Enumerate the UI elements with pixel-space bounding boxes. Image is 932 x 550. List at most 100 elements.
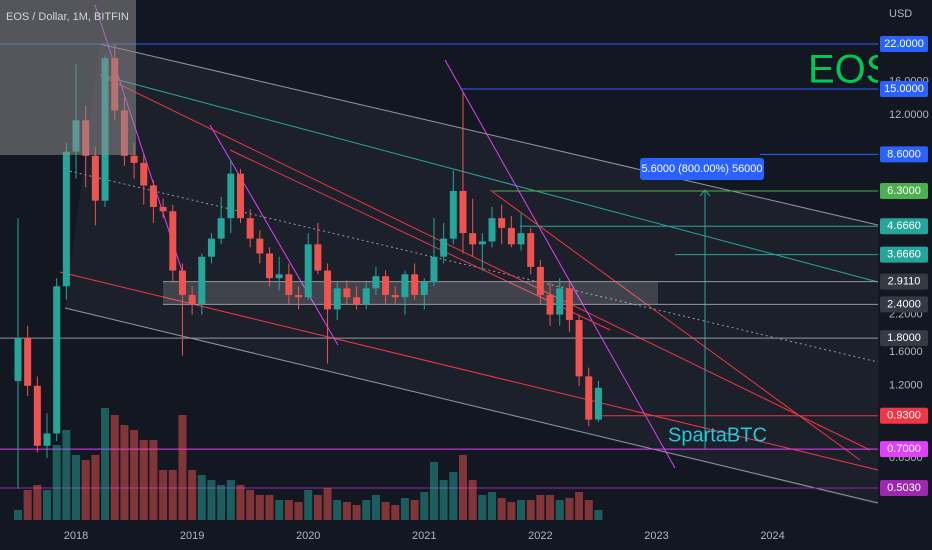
volume-bar — [139, 440, 148, 520]
candle-body — [178, 270, 186, 295]
x-tick-label: 2018 — [64, 530, 88, 542]
candle-body — [275, 274, 283, 279]
candle-body — [314, 244, 322, 271]
trend-line — [99, 74, 879, 283]
volume-bar — [110, 415, 119, 520]
volume-bar — [526, 500, 535, 520]
volume-bar — [507, 502, 516, 520]
volume-bar — [62, 430, 71, 520]
candle-body — [430, 256, 438, 283]
trend-line — [209, 124, 339, 346]
candle-body — [217, 218, 225, 239]
candle-body — [266, 253, 274, 279]
level-label: 1.8000 — [887, 332, 921, 344]
x-tick-label: 2023 — [644, 530, 668, 542]
volume-bar — [72, 455, 81, 520]
candle-body — [324, 270, 332, 310]
measure-arrowhead — [699, 189, 711, 197]
y-tick-label: 1.6000 — [889, 346, 923, 358]
volume-bar — [120, 425, 129, 520]
candle-body — [411, 274, 419, 295]
candle-body — [295, 294, 303, 298]
trend-line — [489, 189, 861, 461]
volume-bar — [159, 470, 168, 520]
candle-body — [498, 218, 506, 228]
volume-bar — [236, 485, 245, 520]
level-label: 2.9110 — [888, 276, 921, 288]
candle-body — [256, 238, 264, 254]
volume-bar — [536, 495, 545, 520]
volume-bar — [458, 455, 467, 520]
level-tag — [880, 36, 928, 53]
currency-label: USD — [889, 8, 912, 20]
level-label: 4.6660 — [887, 220, 921, 232]
level-label: 3.6660 — [887, 248, 921, 260]
volume-bar — [488, 492, 497, 520]
volume-bar — [52, 445, 61, 520]
channel-line — [64, 307, 879, 504]
candle-body — [159, 206, 167, 212]
level-label: 6.3000 — [887, 185, 921, 197]
level-tag — [880, 296, 928, 313]
level-tag — [880, 246, 928, 263]
candle-body — [391, 294, 399, 298]
volume-bar — [410, 500, 419, 520]
candle-body — [91, 155, 99, 201]
volume-bar — [13, 510, 22, 520]
candle-body — [478, 241, 486, 245]
volume-bar — [584, 500, 593, 520]
candle-body — [382, 276, 390, 295]
candle-body — [585, 376, 593, 420]
volume-bar — [449, 472, 458, 520]
candle-body — [169, 211, 177, 271]
candle-body — [575, 320, 583, 377]
volume-bar — [429, 462, 438, 520]
candle-body — [401, 274, 409, 298]
volume-bar — [333, 500, 342, 520]
level-label: 22.0000 — [884, 38, 924, 50]
y-tick-label: 12.0000 — [889, 109, 929, 121]
candle-body — [459, 190, 467, 234]
candle-body — [362, 288, 370, 305]
volume-bar — [352, 505, 361, 520]
trend-line — [99, 74, 871, 451]
level-tag — [880, 182, 928, 199]
volume-bar — [275, 500, 284, 520]
candle-body — [594, 387, 602, 420]
drawings — [59, 4, 879, 505]
candle-body — [207, 238, 215, 257]
candle-body — [343, 288, 351, 298]
level-tag — [880, 81, 928, 98]
volume-bar — [178, 415, 187, 520]
x-tick-label: 2021 — [412, 530, 436, 542]
volume-bar — [33, 485, 42, 520]
candle-body — [33, 385, 41, 446]
candle-body — [333, 288, 341, 310]
volume-bar — [294, 502, 303, 520]
chart-title: EOS / Dollar, 1M, BITFIN — [6, 11, 129, 23]
channel-line — [99, 43, 879, 226]
volume-bar — [439, 480, 448, 520]
volume-bar — [381, 502, 390, 520]
candle-body — [304, 244, 312, 298]
volume-bar — [217, 485, 226, 520]
volume-bar — [168, 470, 177, 520]
level-tag — [880, 218, 928, 235]
range-box — [163, 281, 658, 305]
volume-bar — [43, 490, 52, 520]
volume-bar — [265, 495, 274, 520]
candle-body — [53, 286, 61, 434]
candle-body — [527, 233, 535, 267]
logo-image — [0, 0, 136, 155]
candle-body — [62, 151, 70, 287]
author-label: SpartaBTC — [668, 424, 767, 446]
volume-bar — [342, 502, 351, 520]
candle-body — [536, 266, 544, 295]
candle-body — [149, 185, 157, 207]
level-label: 0.9300 — [887, 410, 921, 422]
volume-bar — [91, 455, 100, 520]
volume-bar — [149, 440, 158, 520]
level-tag — [880, 146, 928, 163]
volume-bar — [517, 500, 526, 520]
candle-body — [449, 190, 457, 239]
